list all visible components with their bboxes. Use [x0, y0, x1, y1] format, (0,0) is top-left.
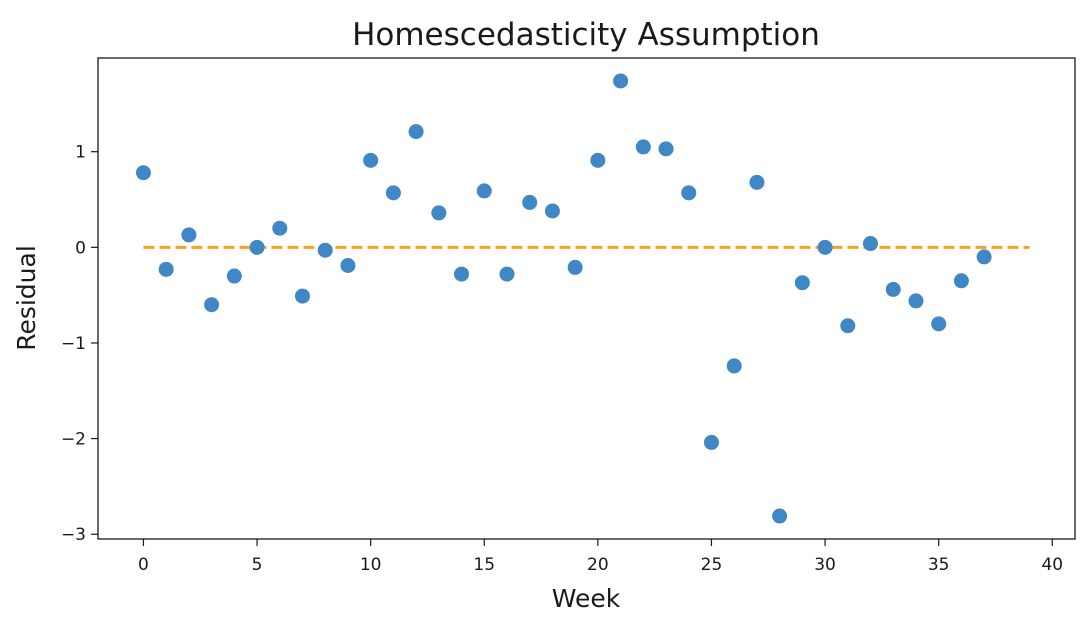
data-point	[817, 239, 833, 255]
data-point	[863, 236, 879, 252]
y-tick-label: −2	[61, 430, 86, 450]
x-axis-ticks: 0 5 10 15 20 25 30 35 40	[138, 539, 1063, 575]
data-point	[181, 227, 197, 243]
data-point	[658, 141, 674, 157]
data-point	[635, 139, 651, 155]
data-point	[226, 268, 242, 284]
x-tick-label: 40	[1041, 555, 1063, 575]
data-point	[454, 266, 470, 282]
data-point	[703, 434, 719, 450]
data-point	[385, 185, 401, 201]
data-point	[908, 293, 924, 309]
scatter-points	[135, 73, 992, 524]
x-tick-label: 25	[701, 555, 723, 575]
x-tick-label: 30	[814, 555, 836, 575]
data-point	[953, 273, 969, 289]
data-point	[772, 508, 788, 524]
x-tick-label: 15	[473, 555, 495, 575]
data-point	[931, 316, 947, 332]
y-tick-label: 1	[75, 143, 86, 163]
data-point	[749, 174, 765, 190]
x-axis-label: Week	[552, 584, 621, 613]
data-point	[476, 183, 492, 199]
data-point	[431, 205, 447, 221]
plot-area-frame	[97, 57, 1076, 540]
x-tick-label: 5	[252, 555, 263, 575]
x-tick-label: 0	[138, 555, 149, 575]
y-tick-label: −1	[61, 334, 86, 354]
data-point	[158, 261, 174, 277]
data-point	[794, 275, 810, 291]
data-point	[499, 266, 515, 282]
data-point	[613, 73, 629, 89]
data-point	[726, 358, 742, 374]
data-point	[204, 297, 220, 313]
data-point	[567, 259, 583, 275]
data-point	[840, 318, 856, 334]
x-tick-label: 10	[360, 555, 382, 575]
x-tick-label: 35	[928, 555, 950, 575]
y-axis-ticks: −3 −2 −1 0 1	[61, 143, 98, 545]
data-point	[272, 220, 288, 236]
data-point	[976, 249, 992, 265]
data-point	[317, 242, 333, 258]
data-point	[681, 185, 697, 201]
y-tick-label: 0	[75, 238, 86, 258]
data-point	[135, 165, 151, 181]
data-point	[294, 288, 310, 304]
data-point	[885, 281, 901, 297]
data-point	[340, 258, 356, 274]
chart-title: Homescedasticity Assumption	[352, 17, 820, 53]
y-tick-label: −3	[61, 525, 86, 545]
y-axis-label: Residual	[12, 245, 41, 351]
data-point	[544, 203, 560, 219]
data-point	[363, 152, 379, 168]
data-point	[522, 194, 538, 210]
data-point	[408, 124, 424, 140]
data-point	[249, 239, 265, 255]
x-tick-label: 20	[587, 555, 609, 575]
data-point	[590, 152, 606, 168]
